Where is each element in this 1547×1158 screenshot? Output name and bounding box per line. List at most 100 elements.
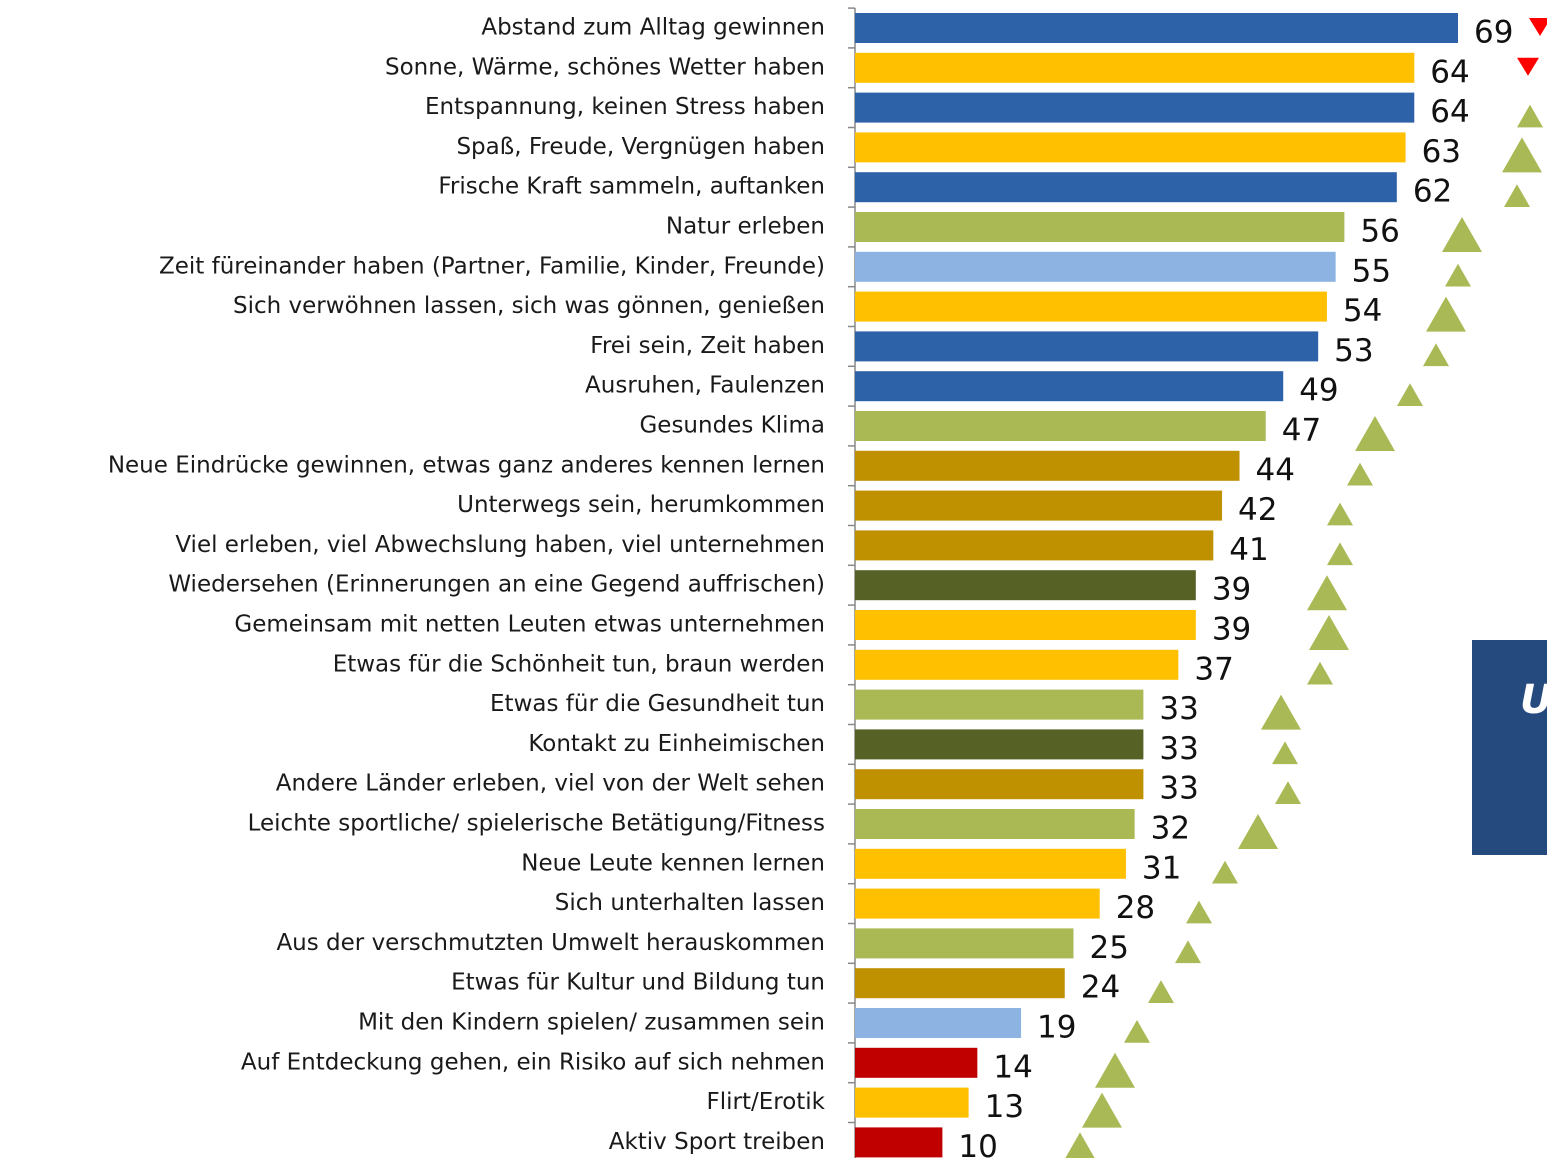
bar [855,212,1345,242]
bar [855,729,1144,760]
category-label: Auf Entdeckung gehen, ein Risiko auf sic… [241,1049,825,1075]
category-label: Etwas für die Gesundheit tun [490,691,825,717]
value-label: 64 [1430,94,1469,130]
trend-marker [1212,860,1238,884]
value-label: 14 [993,1049,1032,1085]
trend-marker [1307,575,1347,611]
trend-marker [1186,900,1212,924]
value-label: 47 [1282,413,1321,449]
bar [855,769,1144,800]
bar [855,888,1100,919]
side-box [1472,640,1547,855]
bar [855,689,1144,720]
trend-marker [1442,217,1482,252]
value-label: 33 [1159,771,1198,807]
trend-marker [1517,104,1543,128]
value-label: 24 [1081,970,1120,1006]
trend-marker [1445,263,1471,287]
category-label: Zeit füreinander haben (Partner, Familie… [159,253,825,279]
value-label: 56 [1360,214,1399,250]
trend-marker [1124,1020,1150,1043]
trend-marker [1275,781,1301,804]
bar [855,848,1126,879]
category-label: Sich unterhalten lassen [555,890,825,916]
trend-marker [1307,661,1333,685]
value-label: 13 [985,1089,1024,1125]
category-label: Neue Leute kennen lernen [521,850,825,876]
trend-marker [1327,542,1353,566]
category-label: Frei sein, Zeit haben [590,333,825,359]
trend-marker [1397,383,1423,406]
trend-marker [1309,615,1349,650]
bar [855,490,1223,521]
value-label: 25 [1089,930,1128,966]
value-label: 54 [1343,293,1382,329]
value-label: 41 [1229,532,1268,568]
category-label: Aktiv Sport treiben [609,1129,825,1155]
bar [855,968,1065,999]
bar [855,649,1179,680]
bar [855,1127,943,1158]
bar [855,411,1266,441]
trend-marker [1272,741,1298,765]
bar [855,530,1214,561]
category-label: Abstand zum Alltag gewinnen [481,15,825,41]
bar [855,610,1196,640]
trend-marker [1347,462,1373,486]
value-label: 39 [1212,572,1251,608]
category-label: Etwas für Kultur und Bildung tun [451,970,825,996]
category-label: Neue Eindrücke gewinnen, etwas ganz ande… [108,452,825,478]
bar [855,331,1319,362]
value-label: 63 [1422,134,1461,170]
value-label: 32 [1151,811,1190,847]
bar [855,251,1336,282]
value-label: 44 [1256,452,1295,488]
trend-marker [1423,343,1449,367]
category-label: Ausruhen, Faulenzen [585,373,825,399]
bar [855,928,1074,959]
value-label: 69 [1474,15,1513,51]
category-label: Sich verwöhnen lassen, sich was gönnen, … [233,293,825,319]
side-box-text: U [1520,677,1547,723]
category-label: Unterwegs sein, herumkommen [457,492,825,518]
category-label: Etwas für die Schönheit tun, braun werde… [333,651,825,677]
bar [855,371,1284,402]
trend-marker [1426,296,1466,332]
bar [855,809,1135,839]
value-label: 33 [1159,731,1198,767]
trend-marker [1502,137,1542,173]
category-label: Flirt/Erotik [706,1089,825,1115]
bar [855,570,1196,601]
trend-marker [1529,18,1547,36]
category-label: Gemeinsam mit netten Leuten etwas untern… [234,612,825,638]
trend-marker [1238,814,1278,849]
bar [855,92,1415,123]
category-label: Spaß, Freude, Vergnügen haben [456,134,825,160]
value-label: 64 [1430,54,1469,90]
bar [855,132,1406,163]
value-label: 53 [1334,333,1373,369]
trend-marker [1504,184,1530,207]
bar [855,13,1458,43]
value-label: 49 [1299,373,1338,409]
trend-marker [1148,980,1174,1003]
category-label: Gesundes Klima [639,413,825,439]
value-label: 19 [1037,1010,1076,1046]
category-label: Kontakt zu Einheimischen [528,731,825,757]
category-label: Natur erleben [666,214,825,240]
value-label: 28 [1116,890,1155,926]
trend-marker [1261,694,1301,730]
value-label: 10 [958,1129,997,1158]
category-label: Entspannung, keinen Stress haben [425,94,825,120]
category-label: Andere Länder erleben, viel von der Welt… [276,771,825,797]
value-label: 31 [1142,850,1181,886]
bar [855,291,1327,322]
value-label: 62 [1413,174,1452,210]
category-label: Viel erleben, viel Abwechslung haben, vi… [175,532,825,558]
trend-marker [1327,502,1353,526]
bar [855,1047,978,1078]
category-label: Wiedersehen (Erinnerungen an eine Gegend… [168,572,825,598]
category-label: Mit den Kindern spielen/ zusammen sein [358,1010,825,1036]
bar [855,1008,1022,1038]
